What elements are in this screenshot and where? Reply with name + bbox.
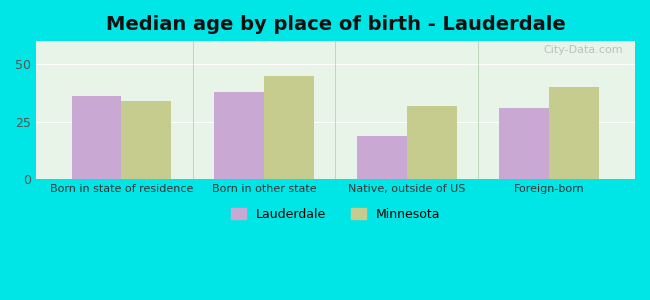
Legend: Lauderdale, Minnesota: Lauderdale, Minnesota <box>226 203 445 226</box>
Text: City-Data.com: City-Data.com <box>543 45 623 55</box>
Bar <box>122 101 172 179</box>
Bar <box>214 92 264 179</box>
Bar <box>264 76 314 179</box>
Bar <box>549 87 599 179</box>
Bar <box>407 106 457 179</box>
Bar <box>499 108 549 179</box>
Bar <box>72 97 122 179</box>
Bar <box>357 136 407 179</box>
Title: Median age by place of birth - Lauderdale: Median age by place of birth - Lauderdal… <box>105 15 566 34</box>
